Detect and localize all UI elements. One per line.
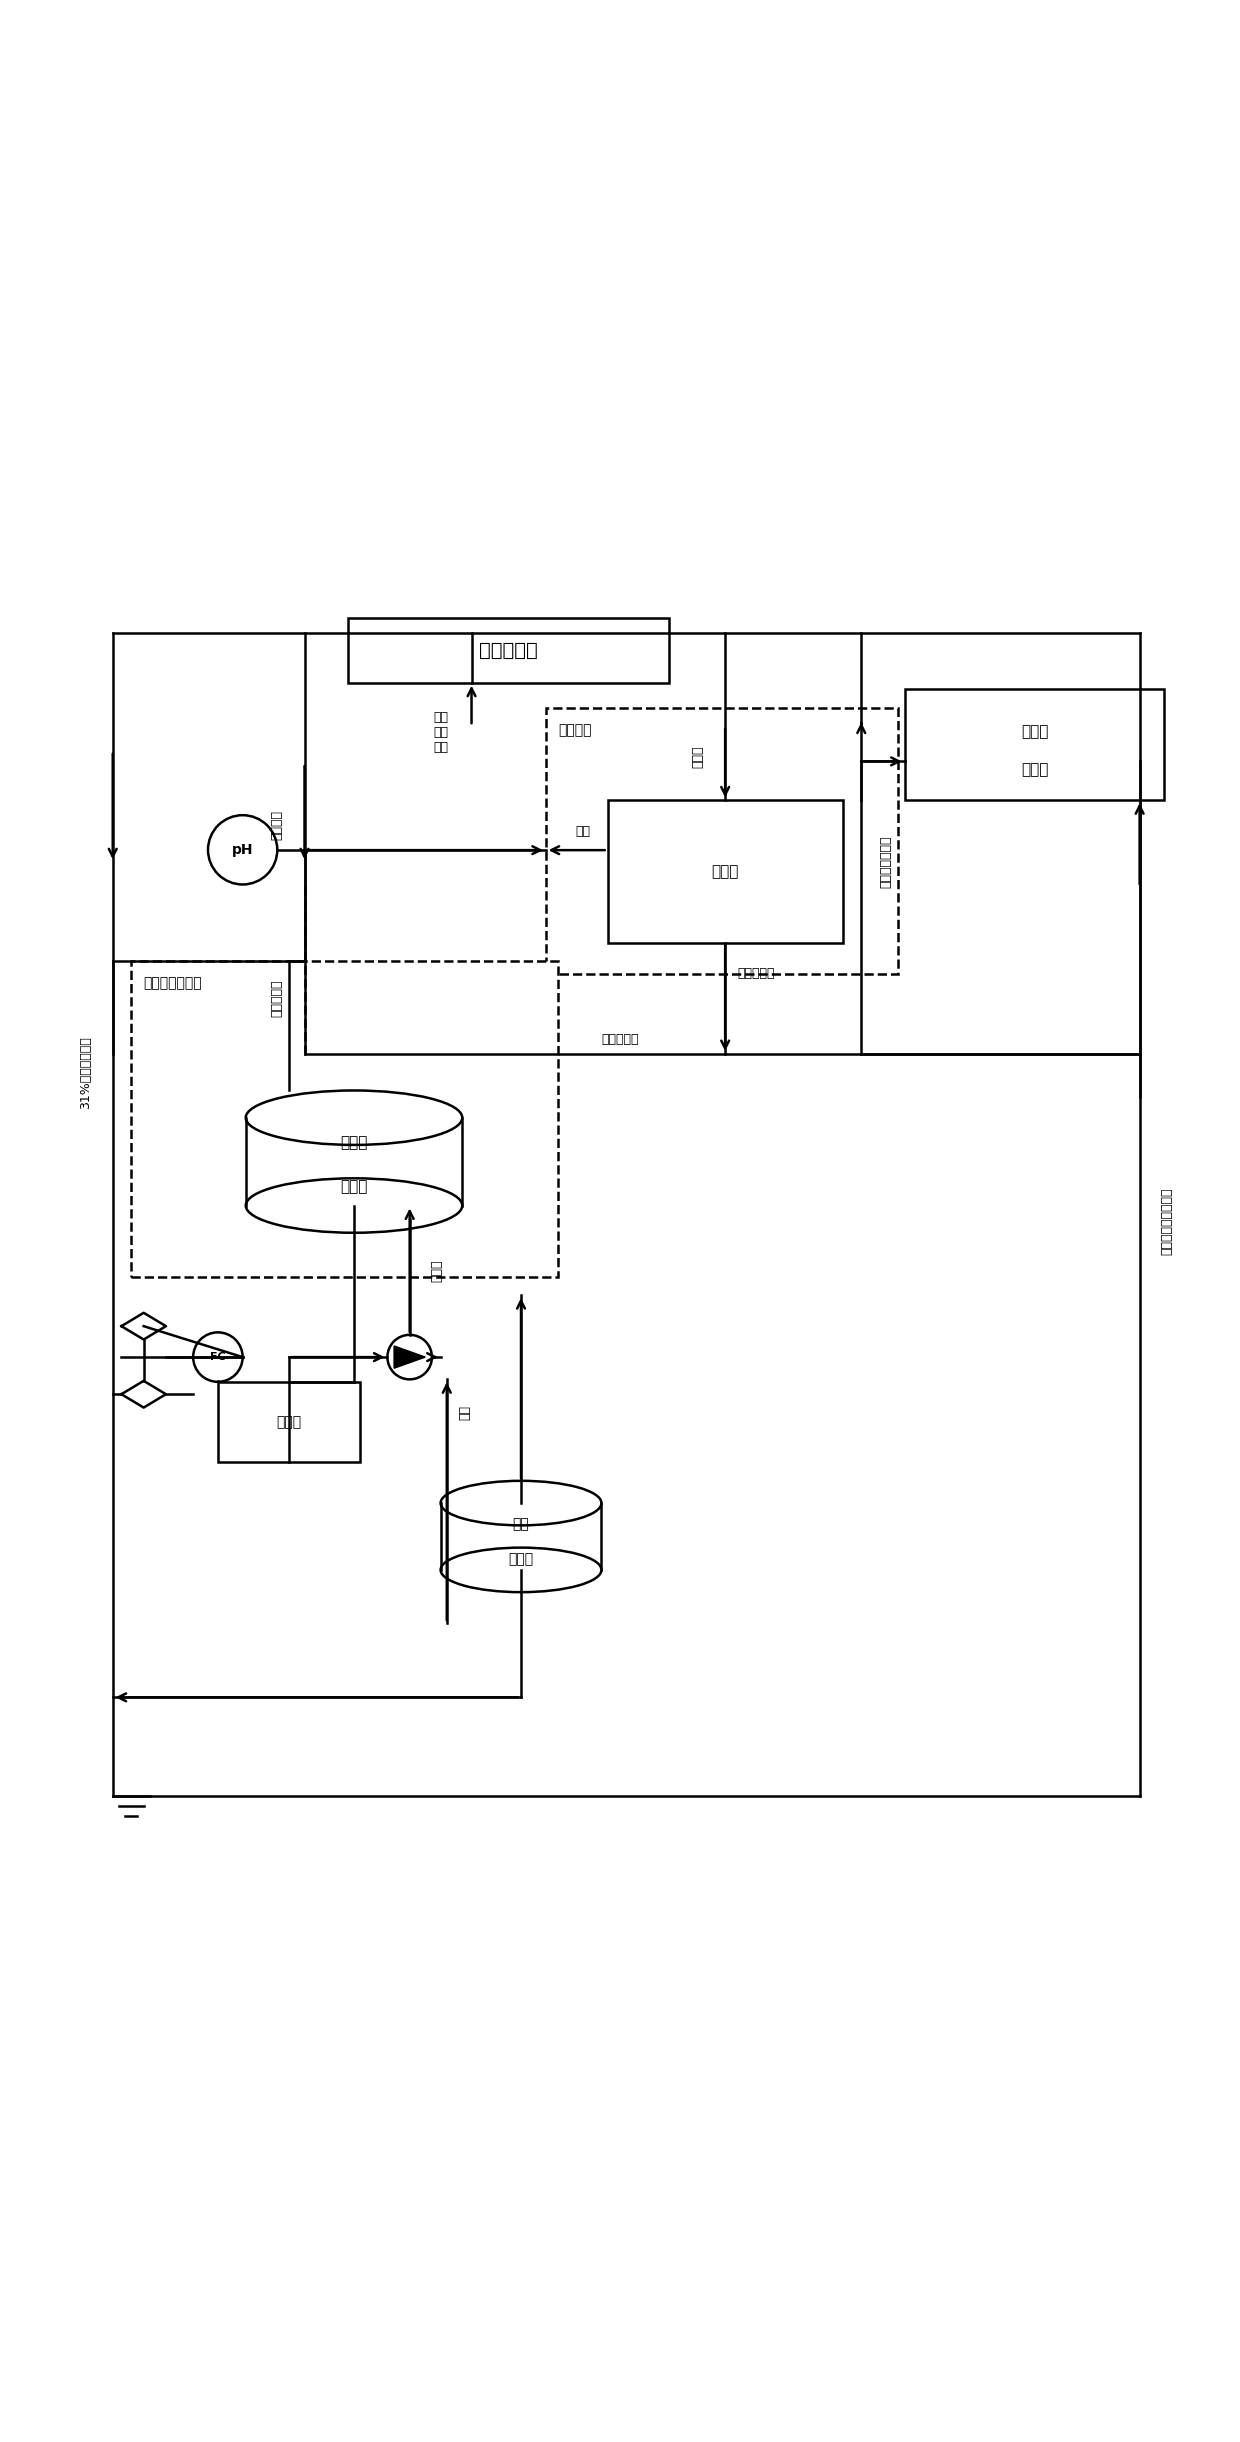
Ellipse shape <box>440 1480 601 1526</box>
Bar <box>218 1382 360 1463</box>
Text: 精盐水: 精盐水 <box>692 745 704 769</box>
Text: 31%高纯盐酸总管: 31%高纯盐酸总管 <box>79 1035 92 1109</box>
Text: 电解槽: 电解槽 <box>712 864 739 879</box>
Text: 氯酸盐: 氯酸盐 <box>340 1136 368 1150</box>
Text: 循环槽: 循环槽 <box>1021 762 1048 777</box>
Polygon shape <box>394 1346 425 1368</box>
Text: 换热器: 换热器 <box>277 1414 301 1429</box>
Bar <box>546 708 898 974</box>
Text: 出槽淡盐水: 出槽淡盐水 <box>738 967 775 979</box>
Circle shape <box>387 1336 432 1380</box>
Text: 譒汽: 譒汽 <box>459 1404 472 1421</box>
Text: 完成液: 完成液 <box>430 1260 444 1282</box>
Text: pH: pH <box>232 842 253 857</box>
Text: 淡盐水总管: 淡盐水总管 <box>601 1033 639 1045</box>
Ellipse shape <box>246 1092 463 1145</box>
Ellipse shape <box>246 1179 463 1233</box>
Text: 去氯气总管: 去氯气总管 <box>270 979 284 1016</box>
Ellipse shape <box>440 1548 601 1592</box>
Text: 酸成分单元: 酸成分单元 <box>480 642 538 659</box>
Bar <box>347 618 670 684</box>
Circle shape <box>193 1333 243 1382</box>
Text: 电解
加酸
支管: 电解 加酸 支管 <box>433 711 448 755</box>
Text: 氯酸盐分解单元: 氯酸盐分解单元 <box>144 977 202 991</box>
Text: 分离器: 分离器 <box>508 1551 533 1565</box>
Text: 分解槽: 分解槽 <box>340 1179 368 1194</box>
Text: 电解单元: 电解单元 <box>558 723 591 737</box>
Text: 高过剩盐酸的淡盐水: 高过剩盐酸的淡盐水 <box>1161 1187 1173 1255</box>
Circle shape <box>208 816 278 884</box>
Text: FC: FC <box>210 1353 226 1363</box>
Bar <box>608 801 843 943</box>
Text: 去脱氯塔: 去脱氯塔 <box>270 811 284 840</box>
Bar <box>904 689 1164 801</box>
Bar <box>131 962 558 1277</box>
Text: 阳极液: 阳极液 <box>1021 723 1048 740</box>
Text: 气液: 气液 <box>512 1516 529 1531</box>
Text: 氯气: 氯气 <box>575 825 590 838</box>
Text: 出槽淡盐水总线: 出槽淡盐水总线 <box>879 835 893 889</box>
